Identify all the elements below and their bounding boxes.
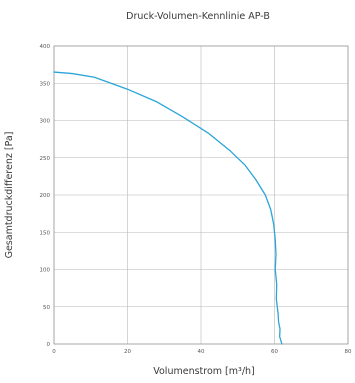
y-tick-label: 100 xyxy=(40,268,51,274)
y-tick-label: 300 xyxy=(40,119,51,125)
x-tick-label: 60 xyxy=(271,349,278,355)
y-tick-label: 150 xyxy=(40,230,51,236)
axis-ticks: 0 20 40 60 80 0 50 100 150 200 250 300 350 400 xyxy=(40,44,352,355)
y-tick-label: 350 xyxy=(40,81,51,87)
x-axis-label: Volumenstrom [m³/h] xyxy=(153,366,255,377)
y-axis-label: Gesamtdruckdifferenz [Pa] xyxy=(4,132,15,259)
chart-title: Druck-Volumen-Kennlinie AP-B xyxy=(126,11,270,22)
y-tick-label: 0 xyxy=(47,342,51,348)
series-layer xyxy=(53,71,283,345)
x-tick-label: 0 xyxy=(52,349,56,355)
x-tick-label: 40 xyxy=(198,349,205,355)
y-tick-label: 50 xyxy=(43,305,50,311)
grid xyxy=(53,45,349,345)
y-tick-label: 400 xyxy=(40,44,51,50)
series-line xyxy=(53,71,283,345)
x-tick-label: 80 xyxy=(345,349,352,355)
x-tick-label: 20 xyxy=(124,349,131,355)
y-tick-label: 250 xyxy=(40,156,51,162)
y-tick-label: 200 xyxy=(40,193,51,199)
plot-frame xyxy=(53,45,349,345)
